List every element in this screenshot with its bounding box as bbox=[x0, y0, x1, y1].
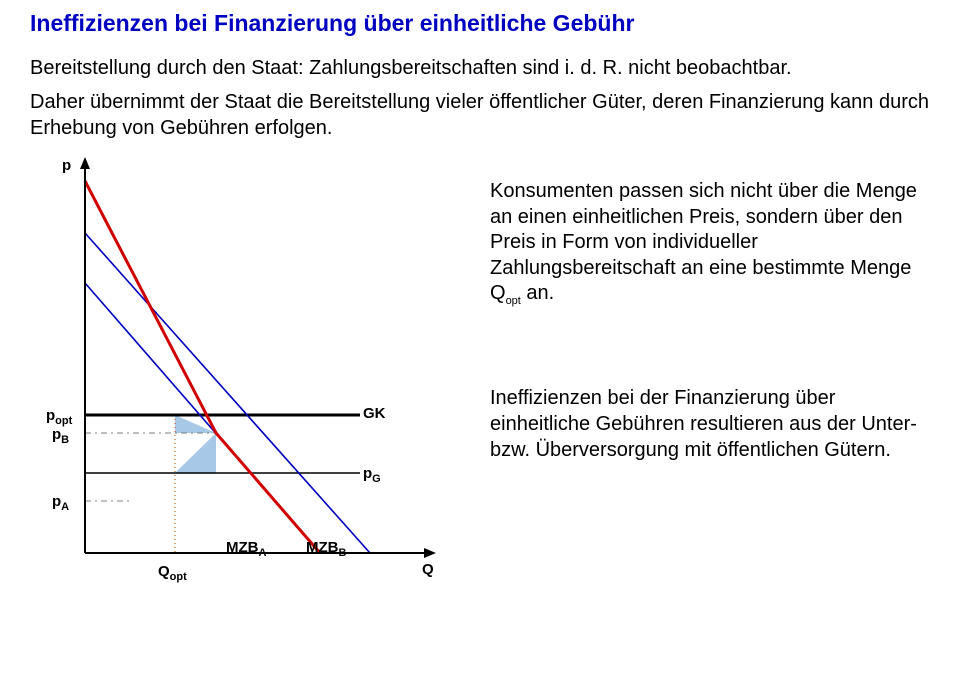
label-mzb-a: MZBA bbox=[226, 539, 266, 559]
chart-area: p popt pB pA GK pG MZBA MZBB Qopt Q bbox=[30, 153, 460, 593]
mzb-b-line bbox=[85, 233, 370, 553]
chart-svg bbox=[30, 153, 460, 593]
label-qopt: Qopt bbox=[158, 563, 187, 583]
label-mzb-b: MZBB bbox=[306, 539, 346, 559]
x-axis-arrow bbox=[424, 548, 436, 558]
label-pg: pG bbox=[363, 465, 381, 485]
aggregate-demand-line bbox=[85, 181, 320, 553]
label-popt: popt bbox=[46, 407, 72, 427]
page-title: Ineffizienzen bei Finanzierung über einh… bbox=[30, 10, 930, 37]
intro-paragraph-1: Bereitstellung durch den Staat: Zahlungs… bbox=[30, 55, 930, 81]
shade-right-triangle bbox=[175, 433, 216, 473]
label-gk: GK bbox=[363, 405, 386, 422]
paragraph-inefficiencies: Ineffizienzen bei der Finanzierung über … bbox=[490, 386, 930, 463]
label-p: p bbox=[62, 157, 71, 174]
y-axis-arrow bbox=[80, 157, 90, 169]
label-pb: pB bbox=[52, 426, 69, 446]
paragraph-consumers: Konsumenten passen sich nicht über die M… bbox=[490, 179, 930, 308]
label-q: Q bbox=[422, 561, 434, 578]
label-pa: pA bbox=[52, 493, 69, 513]
intro-paragraph-2: Daher übernimmt der Staat die Bereitstel… bbox=[30, 89, 930, 141]
